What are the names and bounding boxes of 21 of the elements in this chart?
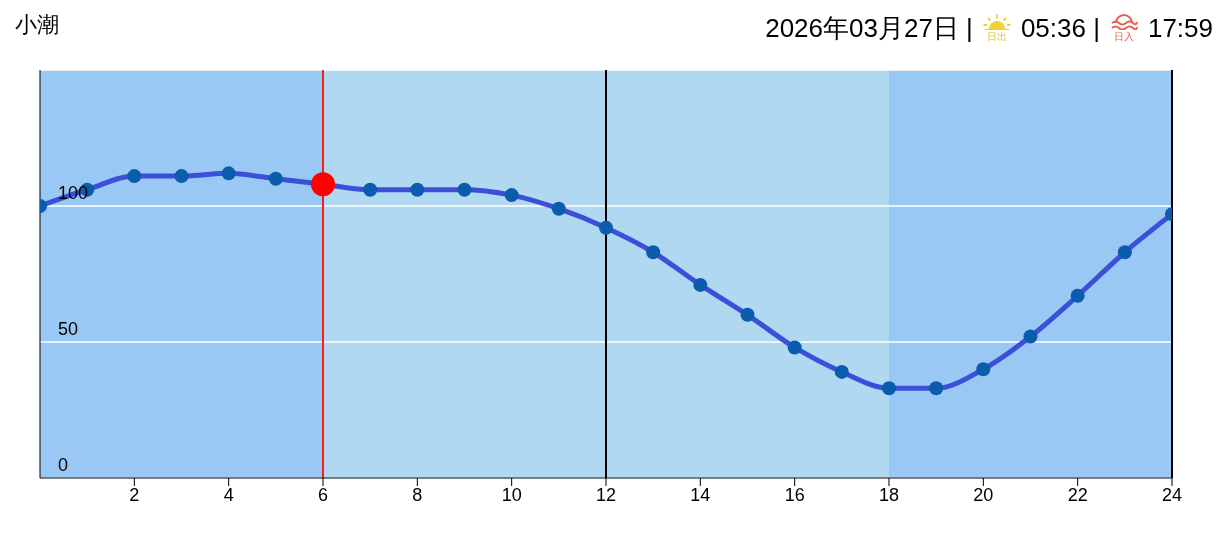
x-tick-label: 10 [501, 484, 522, 505]
text: 日出 [986, 31, 1007, 42]
text: 05:36 | [1020, 12, 1100, 44]
x-tick-label: 22 [1067, 484, 1088, 505]
text: 17:59 [1147, 12, 1213, 44]
y-tick-label: 100 [58, 182, 89, 203]
x-tick-label: 16 [784, 484, 805, 505]
x-tick-label: 4 [223, 484, 234, 505]
y-tick-label: 0 [58, 454, 69, 475]
x-tick-label: 6 [317, 484, 329, 505]
chart-title: 小潮 [15, 11, 59, 39]
x-tick-label: 12 [595, 484, 617, 505]
x-tick-label: 24 [1161, 484, 1183, 505]
text: 日入 [1113, 31, 1134, 42]
text: 2026年03月27日 | [765, 11, 973, 45]
y-tick-label: 50 [58, 318, 79, 339]
x-tick-label: 20 [973, 484, 994, 505]
x-tick-label: 14 [690, 484, 711, 505]
x-tick-label: 8 [412, 484, 423, 505]
x-tick-label: 18 [878, 484, 900, 505]
x-tick-label: 2 [129, 484, 140, 505]
